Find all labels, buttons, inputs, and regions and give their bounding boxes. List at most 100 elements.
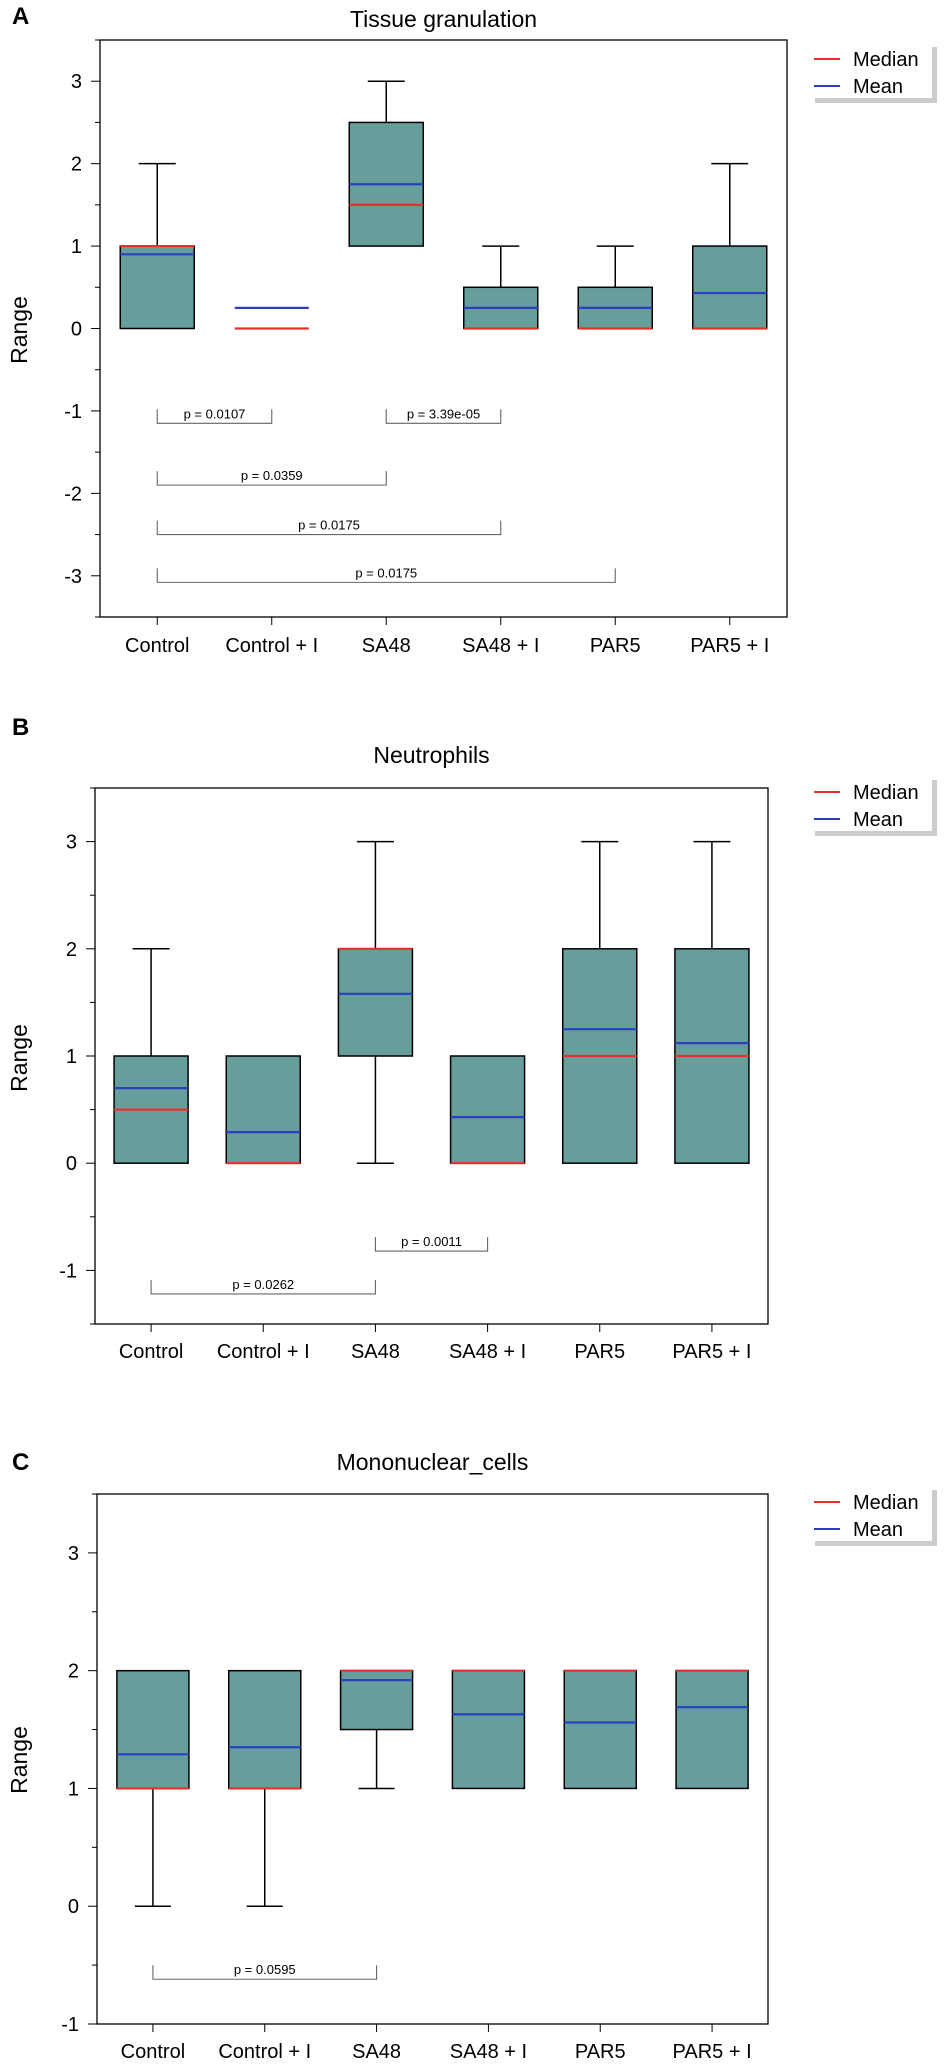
box-sa48-i bbox=[463, 245, 539, 330]
x-tick-label: SA48 bbox=[362, 635, 411, 657]
bracket-line bbox=[156, 568, 616, 583]
panel-letter: B bbox=[12, 714, 29, 741]
y-tick-label: 3 bbox=[71, 71, 82, 93]
y-tick-label: 2 bbox=[68, 1661, 79, 1683]
y-tick-label: 0 bbox=[71, 319, 82, 341]
x-tick-label: Control bbox=[119, 1341, 183, 1363]
bracket-line bbox=[156, 520, 502, 536]
x-tick-label: PAR5 bbox=[575, 2041, 626, 2063]
box-control-i bbox=[228, 1669, 302, 1907]
legend-median-label: Median bbox=[853, 1492, 919, 1514]
bracket-line bbox=[385, 409, 502, 424]
legend-mean-label: Mean bbox=[853, 76, 903, 98]
significance-bracket: p = 0.0175 bbox=[156, 518, 502, 536]
x-tick-label: PAR5 bbox=[574, 1341, 625, 1363]
box-par5-i bbox=[692, 162, 768, 330]
chart-title: Neutrophils bbox=[373, 742, 489, 768]
x-tick-label: Control bbox=[125, 635, 189, 657]
box-sa48 bbox=[339, 1669, 414, 1790]
iqr-box bbox=[451, 1669, 526, 1790]
iqr-box bbox=[116, 1669, 190, 1790]
box-control-i bbox=[234, 306, 309, 330]
box-sa48 bbox=[337, 840, 414, 1164]
iqr-box bbox=[228, 1669, 302, 1790]
significance-bracket: p = 0.0359 bbox=[156, 468, 387, 486]
p-value-label: p = 0.0595 bbox=[234, 1962, 296, 1977]
bracket-line bbox=[150, 1279, 376, 1295]
legend-median-label: Median bbox=[853, 49, 919, 71]
box-sa48-i bbox=[451, 1669, 526, 1790]
significance-bracket: p = 0.0107 bbox=[156, 406, 273, 424]
x-tick-label: SA48 bbox=[352, 2041, 401, 2063]
bracket-line bbox=[156, 471, 387, 486]
y-tick-label: -1 bbox=[59, 1260, 77, 1282]
p-value-label: p = 3.39e-05 bbox=[407, 406, 480, 421]
legend-box bbox=[810, 42, 932, 98]
significance-bracket: p = 0.0175 bbox=[156, 565, 616, 583]
significance-bracket: p = 0.0262 bbox=[150, 1277, 376, 1295]
y-tick-label: -1 bbox=[64, 401, 82, 423]
p-value-label: p = 0.0107 bbox=[184, 406, 246, 421]
x-tick-label: SA48 bbox=[351, 1341, 400, 1363]
legend: Median Mean bbox=[810, 775, 937, 836]
p-value-label: p = 0.0011 bbox=[401, 1234, 462, 1249]
legend-box bbox=[810, 1485, 932, 1541]
bracket-line bbox=[156, 409, 273, 424]
legend: Median Mean bbox=[810, 1485, 937, 1546]
plot-frame bbox=[99, 39, 788, 618]
box-control-i bbox=[225, 1055, 301, 1165]
iqr-box bbox=[225, 1055, 301, 1164]
x-tick-label: SA48 + I bbox=[450, 2041, 527, 2063]
iqr-box bbox=[692, 245, 768, 330]
significance-bracket: p = 3.39e-05 bbox=[385, 406, 502, 424]
y-tick-label: -3 bbox=[64, 566, 82, 588]
significance-bracket: p = 0.0595 bbox=[152, 1962, 378, 1980]
box-sa48-i bbox=[449, 1055, 526, 1165]
box-par5-i bbox=[674, 840, 750, 1164]
bracket-line bbox=[152, 1965, 378, 1980]
legend-mean-label: Mean bbox=[853, 1519, 903, 1541]
p-value-label: p = 0.0175 bbox=[355, 565, 417, 580]
panel-b: B Neutrophils 3 2 1 0 -1 Range Control Control + … bbox=[6, 714, 937, 1363]
iqr-box bbox=[449, 1055, 526, 1164]
plot-frame bbox=[96, 1493, 769, 2025]
legend-box bbox=[810, 775, 932, 831]
y-tick-label: 0 bbox=[68, 1896, 79, 1918]
panel-a: A Tissue granulation 3 2 1 0 -1 -2 -3 Range Contro… bbox=[6, 3, 937, 657]
y-tick-label: -2 bbox=[64, 483, 82, 505]
chart-title: Mononuclear_cells bbox=[337, 1449, 529, 1475]
iqr-box bbox=[337, 948, 414, 1057]
box-par5 bbox=[563, 1669, 637, 1790]
legend-median-label: Median bbox=[853, 782, 919, 804]
x-tick-label: Control + I bbox=[217, 1341, 310, 1363]
y-tick-label: 1 bbox=[71, 236, 82, 258]
x-tick-label: Control + I bbox=[218, 2041, 311, 2063]
y-tick-label: 1 bbox=[68, 1778, 79, 1800]
box-par5 bbox=[577, 245, 653, 330]
y-tick-label: 2 bbox=[66, 939, 77, 961]
iqr-box bbox=[119, 245, 195, 330]
iqr-box bbox=[563, 1669, 637, 1790]
y-tick-label: 2 bbox=[71, 154, 82, 176]
p-value-label: p = 0.0262 bbox=[232, 1277, 294, 1292]
bracket-line bbox=[374, 1237, 489, 1252]
p-value-label: p = 0.0359 bbox=[241, 468, 303, 483]
box-control bbox=[116, 1669, 190, 1907]
panel-letter: C bbox=[12, 1449, 29, 1476]
significance-bracket: p = 0.0011 bbox=[374, 1234, 489, 1252]
p-value-label: p = 0.0175 bbox=[298, 518, 360, 533]
x-tick-label: PAR5 bbox=[590, 635, 641, 657]
y-tick-label: -1 bbox=[61, 2014, 79, 2036]
x-tick-label: SA48 + I bbox=[462, 635, 539, 657]
iqr-box bbox=[675, 1669, 749, 1790]
x-tick-label: SA48 + I bbox=[449, 1341, 526, 1363]
y-tick-label: 1 bbox=[66, 1046, 77, 1068]
panel-letter: A bbox=[12, 3, 29, 30]
panel-c: C Mononuclear_cells 3 2 1 0 -1 Range Control Cont… bbox=[6, 1449, 937, 2063]
x-tick-label: Control bbox=[121, 2041, 185, 2063]
x-tick-label: Control + I bbox=[225, 635, 318, 657]
box-control bbox=[113, 948, 189, 1164]
x-tick-label: PAR5 + I bbox=[690, 635, 769, 657]
y-axis-label: Range bbox=[6, 296, 32, 364]
